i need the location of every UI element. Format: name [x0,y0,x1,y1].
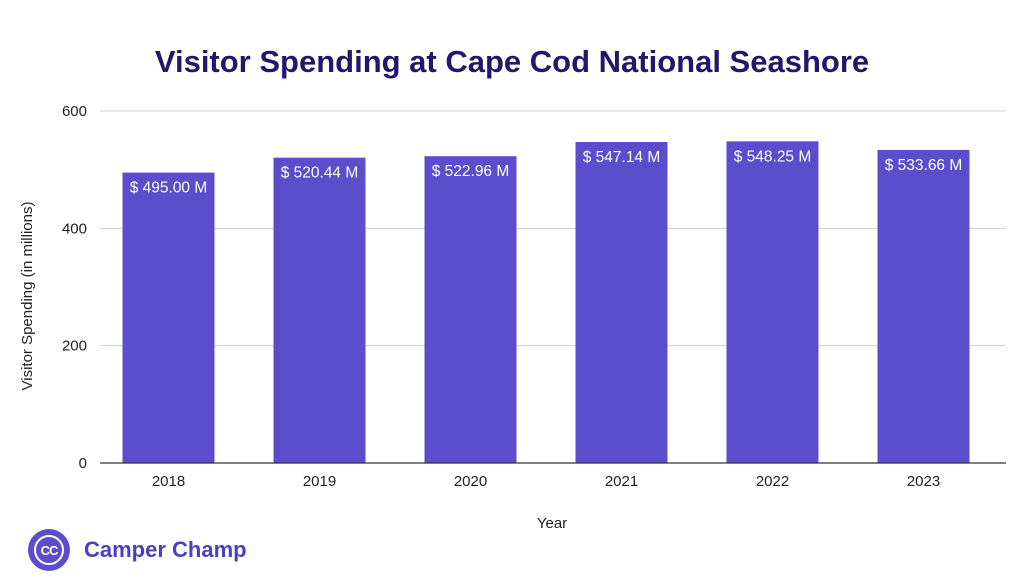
bar [726,141,819,464]
bar-data-label: $ 520.44 M [281,165,359,182]
bar-data-label: $ 547.14 M [583,149,661,166]
bar [122,172,215,463]
bar [575,142,668,463]
camper-champ-logo-icon: CC [28,529,70,571]
brand-name: Camper Champ [84,537,247,562]
y-tick-label: 0 [79,455,87,472]
y-tick-label: 600 [62,103,87,120]
y-tick-label: 400 [62,220,87,237]
bar-data-label: $ 533.66 M [885,157,963,174]
x-axis-title: Year [537,515,567,532]
bar-data-label: $ 495.00 M [130,180,208,197]
x-tick-label: 2022 [756,473,789,490]
y-axis-title: Visitor Spending (in millions) [19,202,36,391]
logo-monogram: CC [34,535,64,565]
x-tick-label: 2021 [605,473,638,490]
x-tick-label: 2018 [152,473,185,490]
chart-title: Visitor Spending at Cape Cod National Se… [154,44,870,79]
x-tick-label: 2020 [454,473,487,490]
bar-data-label: $ 548.25 M [734,148,812,165]
bar [424,156,517,464]
brand-logo-area: CC Camper Champ [28,527,247,573]
y-tick-label: 200 [62,338,87,355]
bar-data-label: $ 522.96 M [432,163,510,180]
bar [877,149,970,463]
x-tick-label: 2019 [303,473,336,490]
x-tick-label: 2023 [907,473,940,490]
bar [273,157,366,463]
